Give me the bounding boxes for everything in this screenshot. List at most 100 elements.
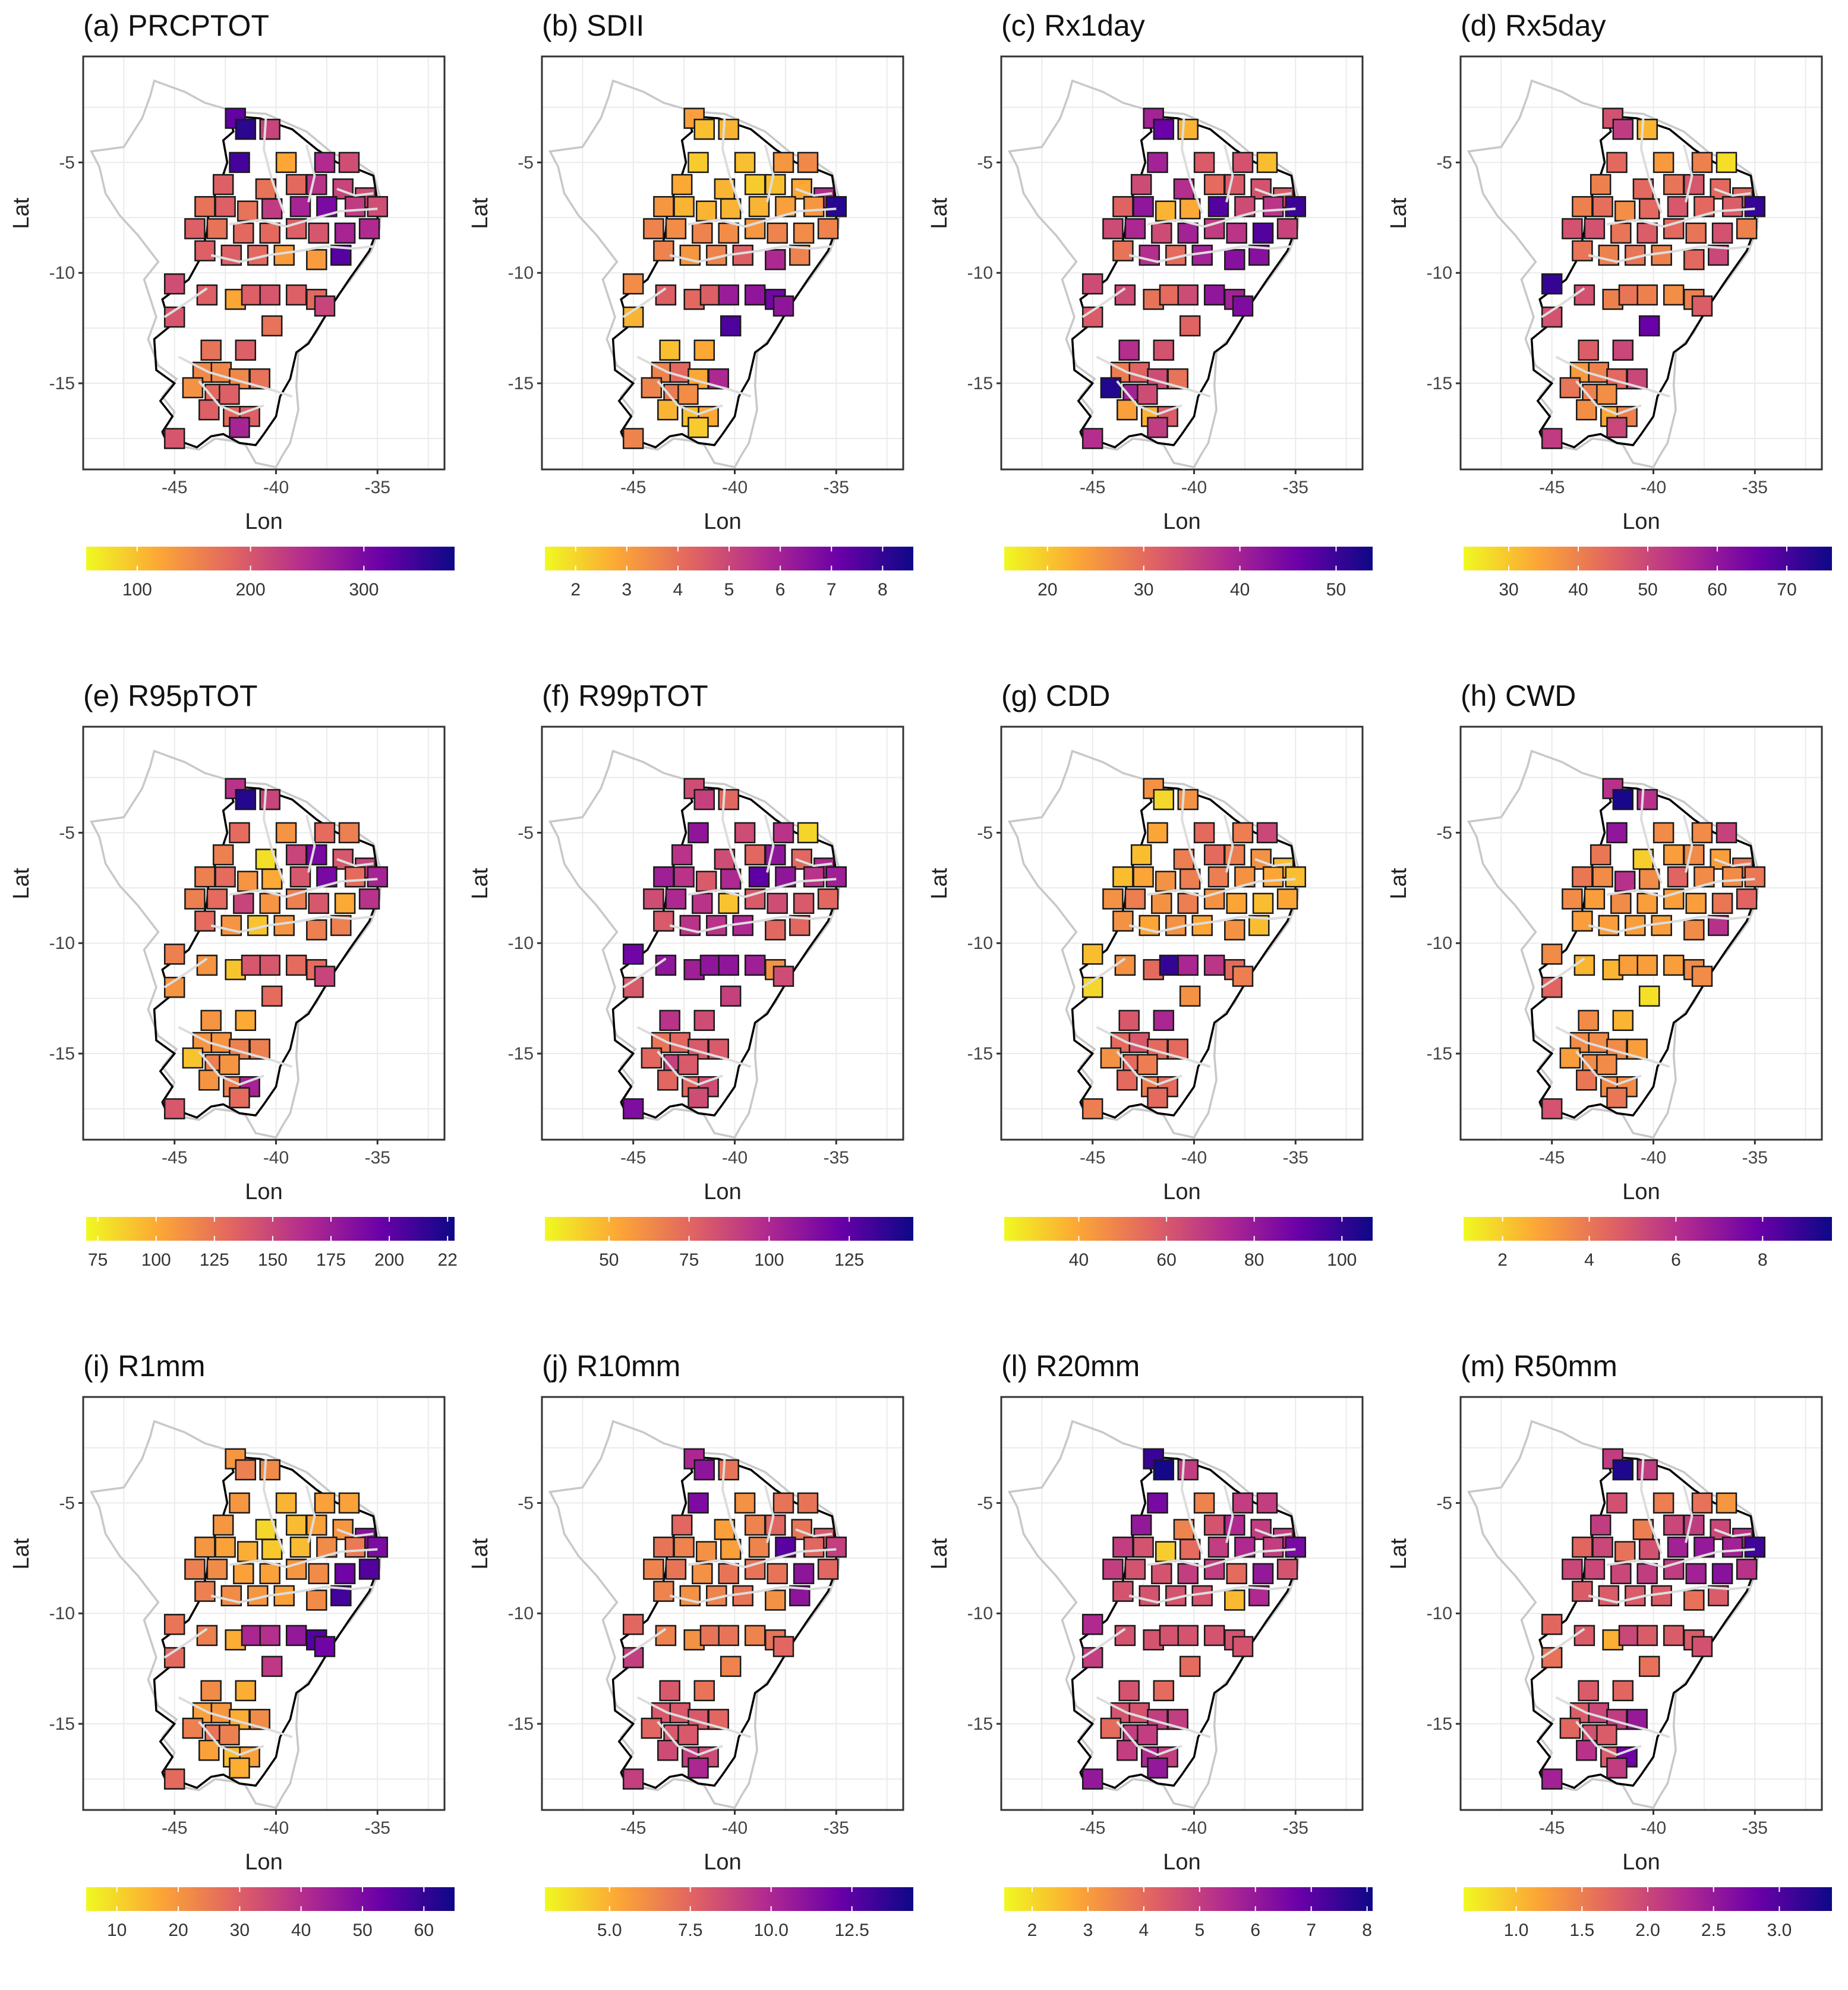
station-square: [744, 284, 766, 306]
station-square: [669, 1032, 691, 1054]
plot-frame: [1000, 55, 1364, 471]
station-square: [285, 174, 307, 195]
station-square: [334, 892, 356, 914]
station-square: [1117, 399, 1138, 421]
station-square: [1638, 198, 1660, 220]
colorbar-tick-label: 2: [570, 580, 581, 600]
station-square: [1130, 174, 1152, 195]
station-square: [1153, 789, 1175, 810]
station-square: [1614, 1541, 1636, 1562]
station-square: [688, 1492, 709, 1514]
station-square: [1710, 178, 1731, 200]
station-square: [1276, 218, 1298, 239]
station-square: [653, 1581, 674, 1602]
colorbar-tick-label: 30: [1499, 580, 1518, 600]
station-square: [693, 789, 715, 810]
station-square: [1193, 822, 1215, 844]
station-square: [338, 152, 360, 174]
station-square: [314, 966, 336, 987]
station-square: [817, 218, 839, 239]
plot-frame: [541, 726, 904, 1141]
colorbar-tick-label: 7.5: [678, 1920, 703, 1940]
station-square: [1177, 789, 1199, 810]
station-square: [1159, 954, 1181, 976]
station-square: [734, 822, 756, 844]
station-square: [693, 1010, 715, 1032]
station-square: [1153, 1459, 1175, 1481]
x-tick-label: -35: [824, 1148, 849, 1168]
station-square: [797, 1492, 819, 1514]
station-square: [1130, 1514, 1152, 1536]
station-square: [677, 1724, 699, 1746]
station-square: [1191, 914, 1213, 936]
map-panel-g: (g) CDD -45 -40 -35 -5 -10 -15 Lon Lat 40 60 80 100: [927, 679, 1373, 1270]
station-square: [1285, 866, 1307, 888]
colorbar-gradient: [545, 1217, 913, 1241]
panel-title: (c) Rx1day: [1001, 9, 1145, 42]
station-square: [765, 919, 786, 941]
station-square: [1638, 985, 1660, 1007]
station-square: [338, 1492, 360, 1514]
station-square: [1081, 944, 1103, 965]
station-square: [744, 954, 766, 976]
x-tick-label: -45: [620, 478, 646, 497]
station-square: [275, 1492, 297, 1514]
x-tick-label: -45: [620, 1148, 646, 1168]
y-tick-label: -15: [967, 1714, 993, 1734]
y-tick-label: -5: [518, 153, 534, 172]
colorbar-tick-label: 50: [599, 1250, 619, 1270]
state-borders: [622, 788, 837, 1086]
x-axis-label: Lon: [1622, 509, 1660, 534]
station-square: [718, 892, 739, 914]
station-square: [653, 866, 674, 888]
station-square: [1137, 383, 1158, 405]
station-square: [332, 178, 354, 200]
station-square: [1159, 284, 1181, 306]
station-square: [314, 822, 336, 844]
station-square: [215, 1536, 236, 1558]
colorbar-tick-label: 100: [122, 580, 152, 600]
station-square: [1683, 919, 1705, 941]
y-tick-label: -15: [508, 374, 534, 393]
station-square: [1588, 1032, 1610, 1054]
station-square: [677, 383, 699, 405]
station-square: [261, 985, 283, 1007]
station-square: [775, 195, 796, 217]
colorbar-tick-label: 20: [168, 1920, 188, 1940]
station-square: [1153, 1010, 1175, 1032]
x-tick-label: -45: [1539, 478, 1565, 497]
station-square: [198, 399, 220, 421]
station-square: [688, 417, 709, 439]
station-square: [206, 218, 228, 239]
station-square: [1667, 866, 1689, 888]
station-square: [229, 822, 250, 844]
station-square: [1191, 1585, 1213, 1607]
station-square: [1541, 1614, 1563, 1635]
station-square: [289, 866, 311, 888]
station-square: [1592, 1536, 1613, 1558]
state-borders: [1541, 118, 1755, 416]
station-square: [1572, 195, 1593, 217]
station-square: [1694, 1536, 1715, 1558]
colorbar-tick-label: 50: [352, 1920, 372, 1940]
y-tick-label: -5: [518, 1493, 534, 1513]
x-tick-label: -45: [1539, 1818, 1565, 1838]
station-square: [803, 195, 825, 217]
station-square: [184, 218, 206, 239]
station-square: [259, 1625, 280, 1647]
station-square: [1612, 1010, 1634, 1032]
station-square: [1102, 1559, 1124, 1580]
station-square: [1112, 240, 1134, 261]
station-square: [695, 871, 717, 892]
station-markers: [1541, 778, 1766, 1119]
station-square: [1614, 871, 1636, 892]
station-square: [1117, 1069, 1138, 1091]
x-axis-label: Lon: [1622, 1850, 1660, 1875]
station-square: [1179, 315, 1201, 337]
station-square: [744, 174, 766, 195]
station-square: [235, 1010, 257, 1032]
x-axis-label: Lon: [1163, 1850, 1200, 1875]
station-square: [1153, 339, 1175, 361]
station-square: [1226, 892, 1247, 914]
y-axis-label: Lat: [9, 868, 34, 899]
